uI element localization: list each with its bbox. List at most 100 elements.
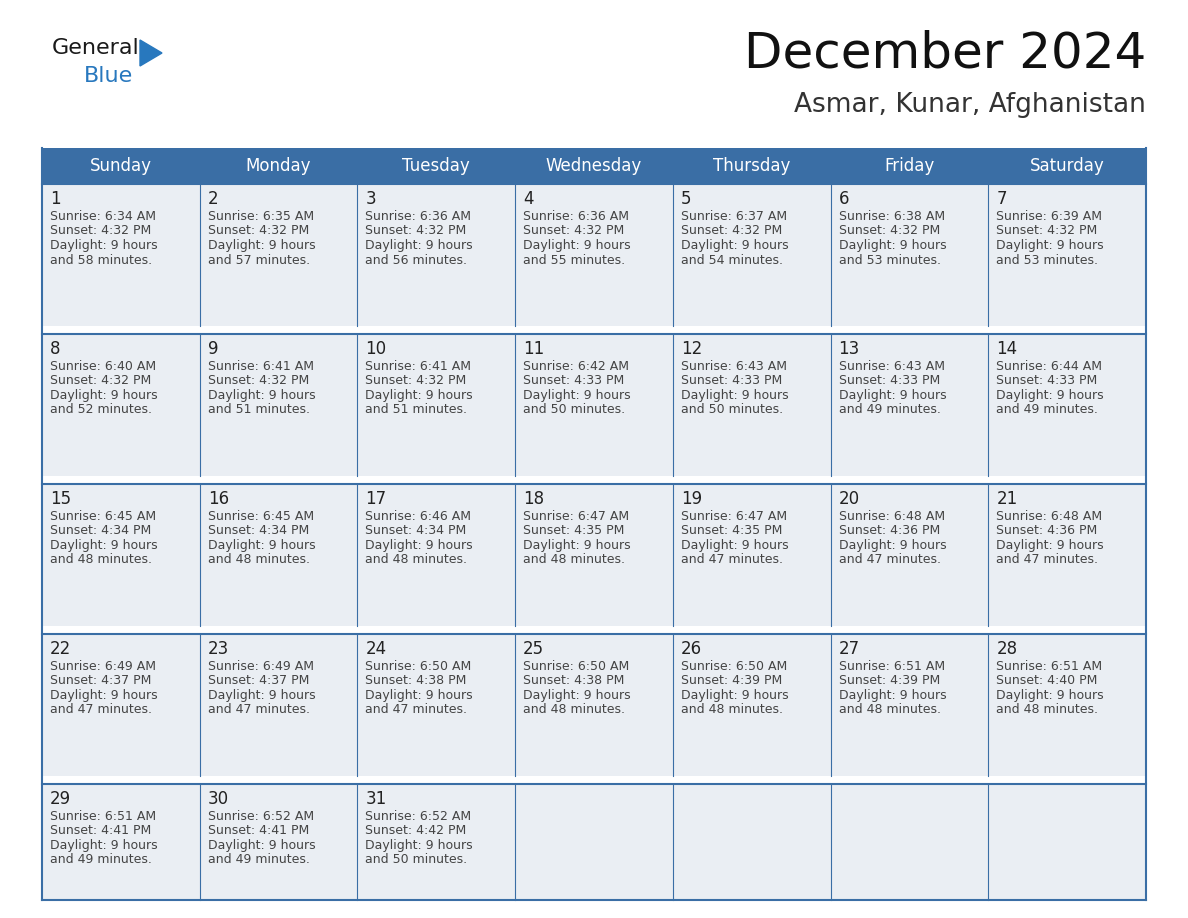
Bar (516, 484, 672, 626)
Text: Sunset: 4:36 PM: Sunset: 4:36 PM (839, 524, 940, 537)
Text: and 48 minutes.: and 48 minutes. (523, 703, 625, 716)
Text: 15: 15 (50, 490, 71, 508)
Text: 19: 19 (681, 490, 702, 508)
Text: Sunset: 4:34 PM: Sunset: 4:34 PM (50, 524, 151, 537)
Text: and 53 minutes.: and 53 minutes. (839, 253, 941, 266)
Bar (672, 484, 830, 626)
Text: Sunrise: 6:38 AM: Sunrise: 6:38 AM (839, 210, 944, 223)
Text: and 48 minutes.: and 48 minutes. (523, 554, 625, 566)
Text: and 50 minutes.: and 50 minutes. (523, 403, 625, 417)
Text: Sunrise: 6:43 AM: Sunrise: 6:43 AM (681, 360, 786, 373)
Bar (516, 633, 672, 776)
Text: Daylight: 9 hours: Daylight: 9 hours (366, 839, 473, 852)
Text: Daylight: 9 hours: Daylight: 9 hours (208, 839, 315, 852)
Text: and 48 minutes.: and 48 minutes. (681, 703, 783, 716)
Text: Daylight: 9 hours: Daylight: 9 hours (839, 389, 946, 402)
Bar (988, 633, 1146, 776)
Text: 16: 16 (208, 490, 229, 508)
Bar (672, 184, 830, 326)
Text: Sunrise: 6:42 AM: Sunrise: 6:42 AM (523, 360, 630, 373)
Text: Sunrise: 6:34 AM: Sunrise: 6:34 AM (50, 210, 156, 223)
Text: Daylight: 9 hours: Daylight: 9 hours (681, 539, 789, 552)
Text: 31: 31 (366, 789, 386, 808)
Bar (672, 633, 830, 776)
Text: Sunrise: 6:49 AM: Sunrise: 6:49 AM (208, 660, 314, 673)
Text: Daylight: 9 hours: Daylight: 9 hours (681, 389, 789, 402)
Text: Daylight: 9 hours: Daylight: 9 hours (839, 539, 946, 552)
Text: and 56 minutes.: and 56 minutes. (366, 253, 467, 266)
Text: Sunset: 4:32 PM: Sunset: 4:32 PM (839, 225, 940, 238)
Text: Thursday: Thursday (713, 157, 790, 175)
Text: Sunrise: 6:47 AM: Sunrise: 6:47 AM (523, 509, 630, 523)
Bar (988, 484, 1146, 626)
Text: 13: 13 (839, 340, 860, 358)
Text: 1: 1 (50, 190, 61, 208)
Bar (672, 334, 830, 476)
Text: and 53 minutes.: and 53 minutes. (997, 253, 1098, 266)
Text: and 49 minutes.: and 49 minutes. (50, 853, 152, 867)
Text: Sunrise: 6:51 AM: Sunrise: 6:51 AM (50, 810, 156, 823)
Bar (200, 784, 358, 900)
Text: 26: 26 (681, 640, 702, 657)
Text: 4: 4 (523, 190, 533, 208)
Text: Sunset: 4:34 PM: Sunset: 4:34 PM (366, 524, 467, 537)
Text: Sunset: 4:34 PM: Sunset: 4:34 PM (208, 524, 309, 537)
Text: 21: 21 (997, 490, 1018, 508)
Bar (200, 484, 358, 626)
Text: Sunrise: 6:44 AM: Sunrise: 6:44 AM (997, 360, 1102, 373)
Text: Daylight: 9 hours: Daylight: 9 hours (523, 239, 631, 252)
Bar (358, 784, 516, 900)
Bar (830, 633, 988, 776)
Text: Daylight: 9 hours: Daylight: 9 hours (997, 688, 1104, 701)
Text: and 54 minutes.: and 54 minutes. (681, 253, 783, 266)
Text: Sunrise: 6:41 AM: Sunrise: 6:41 AM (208, 360, 314, 373)
Text: Sunrise: 6:50 AM: Sunrise: 6:50 AM (366, 660, 472, 673)
Bar (988, 334, 1146, 476)
Text: Daylight: 9 hours: Daylight: 9 hours (50, 239, 158, 252)
Text: Sunrise: 6:48 AM: Sunrise: 6:48 AM (997, 509, 1102, 523)
Text: Tuesday: Tuesday (403, 157, 470, 175)
Text: Sunrise: 6:43 AM: Sunrise: 6:43 AM (839, 360, 944, 373)
Text: Sunrise: 6:51 AM: Sunrise: 6:51 AM (839, 660, 944, 673)
Text: Sunset: 4:32 PM: Sunset: 4:32 PM (50, 225, 151, 238)
Text: 29: 29 (50, 789, 71, 808)
Text: and 49 minutes.: and 49 minutes. (839, 403, 941, 417)
Text: Sunrise: 6:46 AM: Sunrise: 6:46 AM (366, 509, 472, 523)
Text: Daylight: 9 hours: Daylight: 9 hours (523, 688, 631, 701)
Text: 6: 6 (839, 190, 849, 208)
Bar (200, 334, 358, 476)
Text: Sunset: 4:33 PM: Sunset: 4:33 PM (997, 375, 1098, 387)
Text: Sunrise: 6:52 AM: Sunrise: 6:52 AM (208, 810, 314, 823)
Bar (200, 184, 358, 326)
Text: Sunset: 4:36 PM: Sunset: 4:36 PM (997, 524, 1098, 537)
Text: and 48 minutes.: and 48 minutes. (50, 554, 152, 566)
Text: Sunset: 4:32 PM: Sunset: 4:32 PM (997, 225, 1098, 238)
Text: Daylight: 9 hours: Daylight: 9 hours (366, 688, 473, 701)
Text: Daylight: 9 hours: Daylight: 9 hours (50, 688, 158, 701)
Text: Sunrise: 6:41 AM: Sunrise: 6:41 AM (366, 360, 472, 373)
Bar (42, 633, 200, 776)
Text: Daylight: 9 hours: Daylight: 9 hours (50, 389, 158, 402)
Text: Sunrise: 6:52 AM: Sunrise: 6:52 AM (366, 810, 472, 823)
Bar (516, 784, 672, 900)
Bar (830, 334, 988, 476)
Text: Sunset: 4:32 PM: Sunset: 4:32 PM (681, 225, 782, 238)
Text: Sunset: 4:33 PM: Sunset: 4:33 PM (681, 375, 782, 387)
Text: 27: 27 (839, 640, 860, 657)
Bar (830, 784, 988, 900)
Text: Daylight: 9 hours: Daylight: 9 hours (523, 389, 631, 402)
Text: Daylight: 9 hours: Daylight: 9 hours (839, 239, 946, 252)
Text: Daylight: 9 hours: Daylight: 9 hours (523, 539, 631, 552)
Text: and 48 minutes.: and 48 minutes. (997, 703, 1098, 716)
Text: Sunset: 4:38 PM: Sunset: 4:38 PM (366, 674, 467, 688)
Text: and 47 minutes.: and 47 minutes. (681, 554, 783, 566)
Bar (988, 184, 1146, 326)
Text: Sunrise: 6:50 AM: Sunrise: 6:50 AM (681, 660, 788, 673)
Text: 17: 17 (366, 490, 386, 508)
Bar (42, 484, 200, 626)
Text: and 47 minutes.: and 47 minutes. (839, 554, 941, 566)
Text: Sunrise: 6:36 AM: Sunrise: 6:36 AM (366, 210, 472, 223)
Text: Sunset: 4:33 PM: Sunset: 4:33 PM (523, 375, 625, 387)
Bar (42, 334, 200, 476)
Text: Sunrise: 6:36 AM: Sunrise: 6:36 AM (523, 210, 630, 223)
